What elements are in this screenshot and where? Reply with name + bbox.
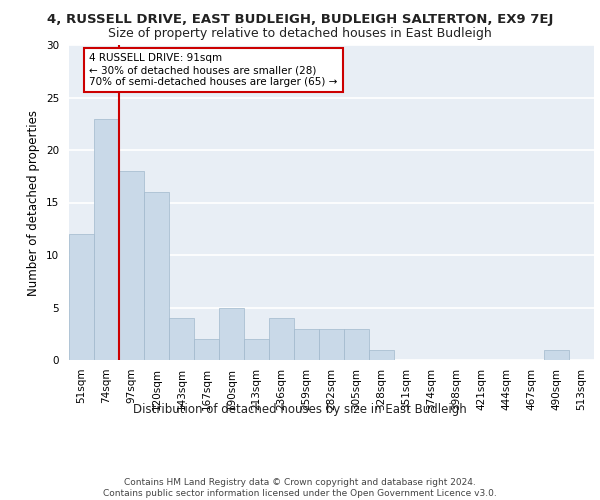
Bar — [94, 118, 119, 360]
Bar — [344, 328, 369, 360]
Text: Distribution of detached houses by size in East Budleigh: Distribution of detached houses by size … — [133, 402, 467, 415]
Bar — [269, 318, 294, 360]
Bar — [119, 171, 144, 360]
Bar — [219, 308, 244, 360]
Bar — [369, 350, 394, 360]
Bar — [244, 339, 269, 360]
Text: 4 RUSSELL DRIVE: 91sqm
← 30% of detached houses are smaller (28)
70% of semi-det: 4 RUSSELL DRIVE: 91sqm ← 30% of detached… — [89, 54, 337, 86]
Bar — [169, 318, 194, 360]
Bar — [294, 328, 319, 360]
Text: Contains HM Land Registry data © Crown copyright and database right 2024.
Contai: Contains HM Land Registry data © Crown c… — [103, 478, 497, 498]
Text: 4, RUSSELL DRIVE, EAST BUDLEIGH, BUDLEIGH SALTERTON, EX9 7EJ: 4, RUSSELL DRIVE, EAST BUDLEIGH, BUDLEIG… — [47, 12, 553, 26]
Bar — [194, 339, 219, 360]
Bar — [144, 192, 169, 360]
Bar — [544, 350, 569, 360]
Text: Size of property relative to detached houses in East Budleigh: Size of property relative to detached ho… — [108, 28, 492, 40]
Bar — [69, 234, 94, 360]
Y-axis label: Number of detached properties: Number of detached properties — [28, 110, 40, 296]
Bar — [319, 328, 344, 360]
